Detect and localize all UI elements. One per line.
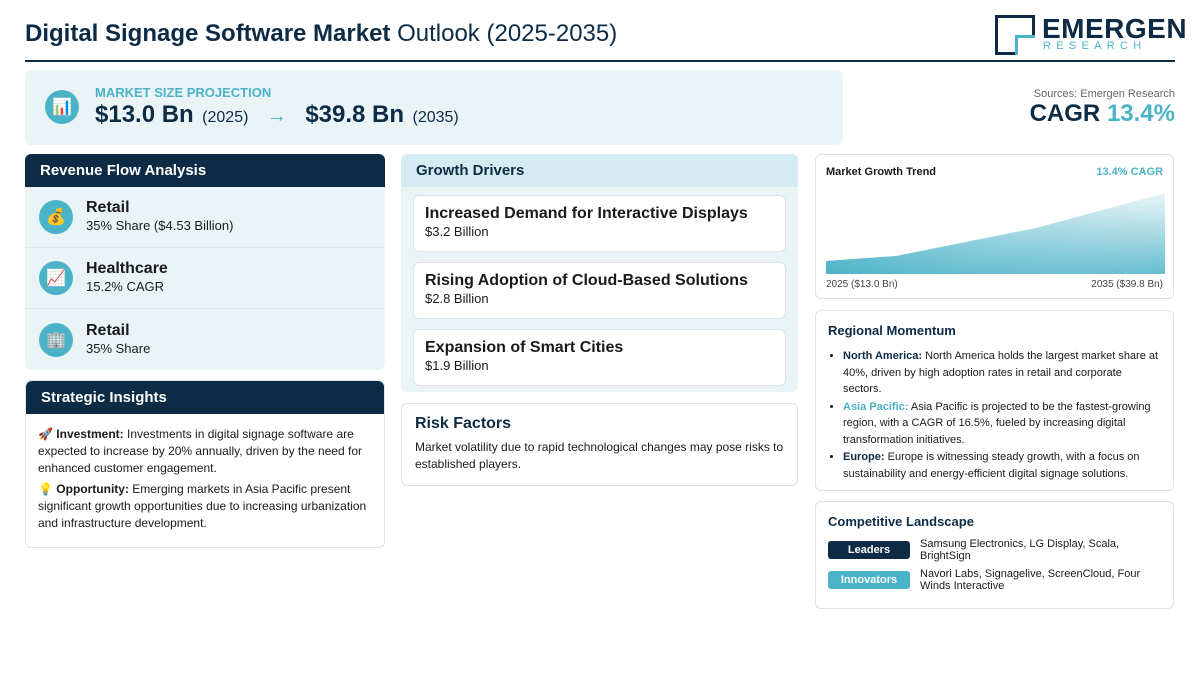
revenue-item: 💰 Retail 35% Share ($4.53 Billion) <box>25 187 385 248</box>
sources: Sources: Emergen Research <box>1033 88 1175 100</box>
insight: 💡 Opportunity: Emerging markets in Asia … <box>26 477 384 532</box>
icon: 💡 <box>38 482 53 496</box>
cagr: CAGR 13.4% <box>1030 100 1175 128</box>
companies: Samsung Electronics, LG Display, Scala, … <box>920 538 1120 562</box>
driver-value: $2.8 Billion <box>425 291 489 306</box>
cagr-label: CAGR <box>1029 100 1101 127</box>
region-name: North America: <box>843 350 923 362</box>
competitive-landscape: Competitive Landscape Leaders Samsung Ele… <box>815 501 1174 609</box>
title-rest: Outlook (2025-2035) <box>397 20 618 47</box>
logo-subtext: RESEARCH <box>1043 40 1147 52</box>
region-text: Asia Pacific is projected to be the fast… <box>843 400 1151 446</box>
insight-text: Emerging markets in Asia Pacific present… <box>38 482 367 530</box>
item-detail: 35% Share ($4.53 Billion) <box>86 218 234 233</box>
icon: 🏢 <box>39 322 73 357</box>
region-item: Asia Pacific: Asia Pacific is projected … <box>843 399 1161 449</box>
region-text: North America holds the largest market s… <box>843 350 1159 395</box>
driver: Rising Adoption of Cloud-Based Solutions… <box>413 262 786 319</box>
driver-value: $3.2 Billion <box>425 224 489 239</box>
insight-text: Investments in digital signage software … <box>38 427 362 475</box>
driver-name: Increased Demand for Interactive Display… <box>425 205 748 222</box>
companies: Navori Labs, Signagelive, ScreenCloud, F… <box>920 568 1141 592</box>
item-name: Retail <box>86 321 130 339</box>
area-overlay <box>826 193 1165 274</box>
section-title: Growth Drivers <box>401 154 798 187</box>
block <box>1015 35 1035 55</box>
revenue-item: 📈 Healthcare 15.2% CAGR <box>25 248 385 309</box>
driver: Increased Demand for Interactive Display… <box>413 195 786 252</box>
values: $13.0 Bn (2025) → $39.8 Bn (2035) <box>95 101 459 129</box>
growth-trend: Market Growth Trend 13.4% CAGR 2025 ($13… <box>815 154 1174 299</box>
icon: 📊 <box>45 90 79 124</box>
end-value: $39.8 Bn <box>305 101 405 128</box>
insight: 🚀 Investment: Investments in digital sig… <box>26 414 384 477</box>
end-year: (2035) <box>412 109 459 126</box>
label: MARKET SIZE PROJECTION <box>95 85 272 100</box>
region-list: North America: North America holds the l… <box>828 348 1161 482</box>
growth-drivers: Growth Drivers Increased Demand for Inte… <box>401 154 798 392</box>
icon: 📈 <box>39 261 73 295</box>
region-name: Europe: <box>843 451 885 463</box>
driver-name: Expansion of Smart Cities <box>425 339 624 356</box>
landscape-row: Innovators Navori Labs, Signagelive, Scre… <box>828 568 1161 592</box>
driver-name: Rising Adoption of Cloud-Based Solutions <box>425 272 748 289</box>
title: Digital Signage Software Market Outlook … <box>25 20 617 48</box>
region-text: Europe is witnessing steady growth, with… <box>843 451 1140 480</box>
icon: 🚀 <box>38 427 53 441</box>
risk-text: Market volatility due to rapid technolog… <box>415 440 784 471</box>
arrow: → <box>266 105 287 127</box>
regional-momentum: Regional Momentum North America: North A… <box>815 310 1174 491</box>
region-name: Asia Pacific: <box>843 400 909 413</box>
landscape-row: Leaders Samsung Electronics, LG Display, … <box>828 538 1161 562</box>
trend-area <box>826 193 1165 274</box>
trend-title: Market Growth Trend <box>826 166 937 178</box>
cagr-value: 13.4% <box>1106 100 1175 127</box>
insight-label: Opportunity: <box>56 482 129 496</box>
start-year: (2025) <box>202 109 249 126</box>
item-name: Retail <box>86 199 130 216</box>
item-detail: 35% Share <box>86 340 151 356</box>
block: Healthcare 15.2% CAGR <box>86 260 168 296</box>
driver: Expansion of Smart Cities $1.9 Billion <box>413 329 786 386</box>
projection-box: 📊 MARKET SIZE PROJECTION $13.0 Bn (2025)… <box>25 70 843 145</box>
risk-factors: Risk Factors Market volatility due to ra… <box>401 403 798 486</box>
tag: Leaders <box>828 541 910 559</box>
section-title: Risk Factors <box>415 415 512 432</box>
item-detail: 15.2% CAGR <box>86 279 165 294</box>
section-title: Competitive Landscape <box>828 514 974 529</box>
revenue-item: 🏢 Retail 35% Share <box>25 309 385 370</box>
region-item: North America: North America holds the l… <box>843 348 1161 398</box>
logo-text: EMERGEN <box>1042 13 1188 44</box>
item-name: Healthcare <box>86 260 168 277</box>
logo-mark <box>995 15 1035 55</box>
insight-label: Investment: <box>56 427 124 441</box>
title-bold: Digital Signage Software Market <box>25 20 391 47</box>
divider <box>25 60 1175 62</box>
driver-value: $1.9 Billion <box>425 358 489 373</box>
start-label: 2025 ($13.0 Bn) <box>826 279 898 290</box>
icon: 💰 <box>39 200 73 234</box>
revenue-flow: Revenue Flow Analysis 💰 Retail 35% Share (… <box>25 154 385 370</box>
strategic-insights: Strategic Insights 🚀 Investment: Investm… <box>25 380 385 548</box>
section-title: Revenue Flow Analysis <box>25 154 385 187</box>
end-label: 2035 ($39.8 Bn) <box>1091 279 1163 290</box>
block: Retail 35% Share <box>86 322 150 358</box>
section-title: Regional Momentum <box>828 323 956 338</box>
start-value: $13.0 Bn <box>95 101 194 128</box>
tag: Innovators <box>828 571 910 589</box>
trend-cagr: 13.4% CAGR <box>1096 166 1163 178</box>
section-title: Strategic Insights <box>26 381 384 414</box>
block: Retail 35% Share ($4.53 Billion) <box>86 199 233 235</box>
region-item: Europe: Europe is witnessing steady grow… <box>843 449 1161 482</box>
